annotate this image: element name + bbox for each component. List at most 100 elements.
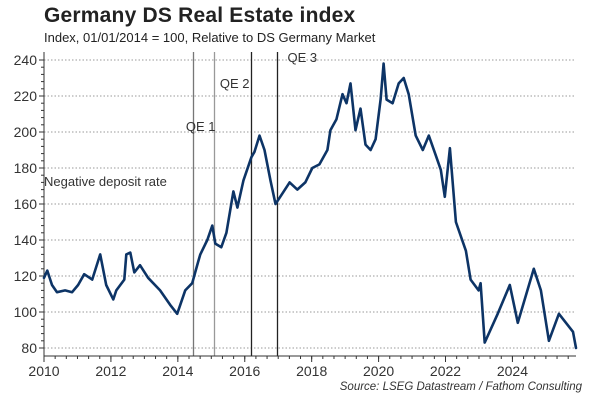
y-tick-label: 200 xyxy=(14,124,38,140)
data-point xyxy=(369,149,372,151)
x-tick-label: 2020 xyxy=(363,363,394,379)
data-point xyxy=(197,260,200,263)
series-layer xyxy=(42,62,578,350)
data-point xyxy=(508,284,511,286)
data-point xyxy=(169,303,172,306)
data-point xyxy=(532,267,535,270)
data-point xyxy=(540,289,542,292)
chart-title: Germany DS Real Estate index xyxy=(44,4,356,27)
x-tick-label: 2014 xyxy=(162,363,193,379)
data-point xyxy=(133,271,136,274)
data-point xyxy=(374,138,377,141)
y-tick-label: 240 xyxy=(14,52,38,68)
y-tick-label: 180 xyxy=(14,160,38,176)
data-point xyxy=(364,143,367,146)
data-point xyxy=(479,282,482,285)
data-point xyxy=(64,289,66,292)
data-point xyxy=(379,98,382,101)
data-point xyxy=(220,246,223,249)
source-note: Source: LSEG Datastream / Fathom Consult… xyxy=(339,381,582,393)
y-tick-label: 100 xyxy=(14,304,38,320)
data-point xyxy=(105,284,108,286)
data-point xyxy=(414,134,417,137)
data-point xyxy=(159,289,162,292)
data-point xyxy=(516,321,519,324)
data-point xyxy=(548,339,550,342)
data-point xyxy=(318,163,321,166)
annotation-label: QE 2 xyxy=(220,76,250,91)
data-point xyxy=(296,188,299,191)
x-tick-label: 2012 xyxy=(95,363,126,379)
data-point xyxy=(191,282,194,285)
data-point xyxy=(575,347,577,349)
data-point xyxy=(51,284,53,286)
data-point xyxy=(455,221,457,223)
data-point xyxy=(206,239,209,241)
data-point xyxy=(359,107,362,110)
data-point xyxy=(184,289,187,292)
data-point xyxy=(242,179,245,182)
data-point xyxy=(449,147,451,150)
data-point xyxy=(123,278,126,281)
data-point xyxy=(402,77,405,79)
data-point xyxy=(443,195,446,198)
data-point xyxy=(269,179,272,182)
data-point xyxy=(125,253,128,256)
data-point xyxy=(397,82,400,85)
data-point xyxy=(558,312,560,315)
data-point xyxy=(349,82,352,85)
data-point xyxy=(253,150,256,153)
data-point xyxy=(391,102,394,105)
data-point xyxy=(250,156,253,159)
data-point xyxy=(176,312,179,315)
series-line xyxy=(42,62,578,350)
data-point xyxy=(115,289,118,292)
data-point xyxy=(465,249,467,252)
gridlines xyxy=(44,59,576,349)
data-point xyxy=(439,168,442,171)
x-tick-label: 2022 xyxy=(430,363,461,379)
data-point xyxy=(341,93,344,96)
data-point xyxy=(56,291,58,294)
y-tick-label: 160 xyxy=(14,196,38,212)
data-point xyxy=(483,341,486,344)
annotation-label: QE 3 xyxy=(288,50,318,65)
data-point xyxy=(382,62,385,65)
data-point xyxy=(329,129,332,132)
data-point xyxy=(496,312,499,315)
data-point xyxy=(385,98,388,101)
data-point xyxy=(572,330,574,333)
data-point xyxy=(83,273,86,276)
data-point xyxy=(99,253,102,256)
annotation-labels: Negative deposit rate QE 1 QE 2 QE 3 xyxy=(44,50,317,189)
data-point xyxy=(139,264,141,267)
data-point xyxy=(91,278,94,281)
annotation-lines xyxy=(192,52,279,356)
x-tick-label: 2024 xyxy=(497,363,528,379)
data-point xyxy=(434,154,437,157)
x-tick-label: 2010 xyxy=(28,363,59,379)
data-point xyxy=(225,231,228,234)
chart-subtitle: Index, 01/01/2014 = 100, Relative to DS … xyxy=(44,30,376,45)
data-point xyxy=(258,134,261,137)
data-point xyxy=(199,253,202,256)
data-point xyxy=(211,224,214,227)
data-point xyxy=(263,149,266,151)
data-point xyxy=(345,102,348,105)
x-tick-label: 2018 xyxy=(296,363,327,379)
y-tick-label: 120 xyxy=(14,268,38,284)
data-point xyxy=(421,149,424,151)
data-point xyxy=(281,192,284,195)
annotation-label: Negative deposit rate xyxy=(44,174,167,189)
y-tick-label: 220 xyxy=(14,88,38,104)
data-point xyxy=(43,276,45,279)
annotation-label: QE 1 xyxy=(186,119,216,134)
data-point xyxy=(469,278,472,281)
data-point xyxy=(112,298,115,301)
axes: 80 100 120 140 160 180 200 220 240 2010 2012 2014 20… xyxy=(14,52,576,379)
data-point xyxy=(288,181,291,184)
data-point xyxy=(214,242,217,245)
y-tick-label: 140 xyxy=(14,232,38,248)
data-point xyxy=(335,118,338,121)
